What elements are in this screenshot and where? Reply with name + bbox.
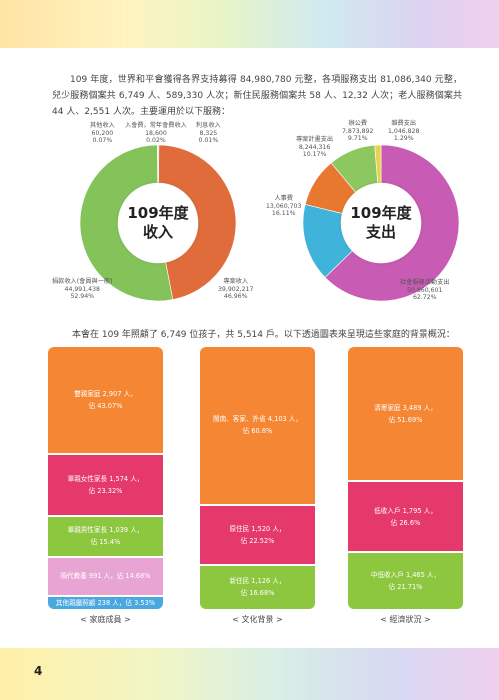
intro-paragraph: 109 年度，世界和平會獲得各界支持募得 84,980,780 元整，各項服務支… [52, 75, 462, 117]
segment-label: 單親男性家長 1,039 人， [67, 526, 144, 535]
column-0-segment-4: 其他親屬照顧 238 人，佔 3.53% [48, 597, 163, 609]
label-project-income: 專案收入 39,902,217 46.96% [218, 278, 254, 301]
segment-label: 隔代教養 991 人，佔 14.68% [60, 572, 151, 581]
label-donation-income: 捐款收入(會員與一般) 44,991,438 52.94% [52, 278, 113, 301]
expense-center-line1: 109年度 [350, 204, 412, 222]
column-family-members: 雙親家庭 2,907 人， 佔 43.07% 單親女性家長 1,574 人， 佔 23… [48, 347, 163, 609]
segment-percent: 佔 26.6% [390, 518, 421, 527]
column-economic-status: 清寒家庭 3,489 人， 佔 51.69% 低收入戶 1,795 人， 佔 26.6… [348, 347, 463, 609]
caption-family-members: < 家庭成員 > [80, 615, 131, 624]
column-1-segment-0: 閩南、客家、外省 4,103 人， 佔 60.8% [200, 347, 315, 504]
segment-percent: 佔 60.8% [242, 427, 273, 436]
label-other-income: 其他收入 60,200 0.07% [90, 122, 115, 145]
expense-donut-chart [302, 144, 460, 302]
segment-label: 中低收入戶 1,465 人， [370, 570, 441, 579]
header-color-band [0, 0, 499, 48]
label-misc-expense: 雜費支出 1,046,828 1.29% [388, 120, 420, 143]
segment-label: 新住民 1,126 人， [229, 577, 286, 586]
segment-label: 單親女性家長 1,574 人， [67, 474, 144, 483]
income-donut-center: 109年度 收入 [118, 183, 198, 263]
label-social-expense: 社會服務活動支出 50,860,601 62.72% [400, 279, 450, 302]
column-1-segment-1: 原住民 1,520 人， 佔 22.52% [200, 505, 315, 564]
segment-label: 其他親屬照顧 238 人，佔 3.53% [55, 599, 156, 607]
segment-label: 閩南、客家、外省 4,103 人， [212, 415, 302, 424]
expense-donut-center: 109年度 支出 [341, 183, 421, 263]
segment-percent: 佔 15.4% [90, 538, 121, 547]
segment-label: 低收入戶 1,795 人， [374, 506, 437, 515]
label-interest-income: 利息收入 8,325 0.01% [196, 122, 221, 145]
column-2-segment-2: 中低收入戶 1,465 人， 佔 21.71% [348, 552, 463, 609]
column-2-segment-1: 低收入戶 1,795 人， 佔 26.6% [348, 482, 463, 551]
label-office-expense: 辦公費 7,873,892 9.71% [342, 120, 374, 143]
column-cultural-background: 閩南、客家、外省 4,103 人， 佔 60.8% 原住民 1,520 人， 佔 22… [200, 347, 315, 609]
column-2-segment-0: 清寒家庭 3,489 人， 佔 51.69% [348, 347, 463, 481]
page-number: 4 [34, 664, 43, 678]
segment-percent: 佔 23.32% [88, 486, 123, 495]
column-0-segment-2: 單親男性家長 1,039 人， 佔 15.4% [48, 516, 163, 556]
segment-percent: 佔 16.68% [240, 589, 275, 598]
segment-label: 清寒家庭 3,489 人， [374, 403, 437, 412]
segment-percent: 佔 22.52% [240, 536, 275, 545]
income-center-line2: 收入 [142, 223, 173, 241]
column-0-segment-0: 雙親家庭 2,907 人， 佔 43.07% [48, 347, 163, 454]
column-0-segment-3: 隔代教養 991 人，佔 14.68% [48, 557, 163, 595]
footer-color-band [0, 648, 499, 700]
segment-percent: 佔 43.07% [88, 402, 123, 411]
segment-label: 雙親家庭 2,907 人， [74, 390, 137, 399]
column-1-segment-2: 新住民 1,126 人， 佔 16.68% [200, 565, 315, 609]
label-personnel-expense: 人事費 13,060,703 16.11% [266, 195, 302, 218]
caption-economic-status: < 經濟狀況 > [380, 615, 431, 624]
income-slice-4 [157, 144, 160, 184]
segment-percent: 佔 51.69% [388, 415, 423, 424]
segment-percent: 佔 21.71% [388, 582, 423, 591]
income-center-line1: 109年度 [127, 204, 189, 222]
label-membership-income: 入會費，常年會費收入 18,600 0.02% [125, 122, 187, 145]
segment-label: 原住民 1,520 人， [229, 524, 286, 533]
column-0-segment-1: 單親女性家長 1,574 人， 佔 23.32% [48, 455, 163, 515]
label-plan-expense: 專案計畫支出 8,244,316 10.17% [296, 136, 334, 159]
caption-cultural-background: < 文化背景 > [232, 615, 283, 624]
families-intro-text: 本會在 109 年照顧了 6,749 位孩子，共 5,514 戶。以下透過圖表來… [72, 330, 455, 340]
expense-center-line2: 支出 [365, 223, 396, 241]
